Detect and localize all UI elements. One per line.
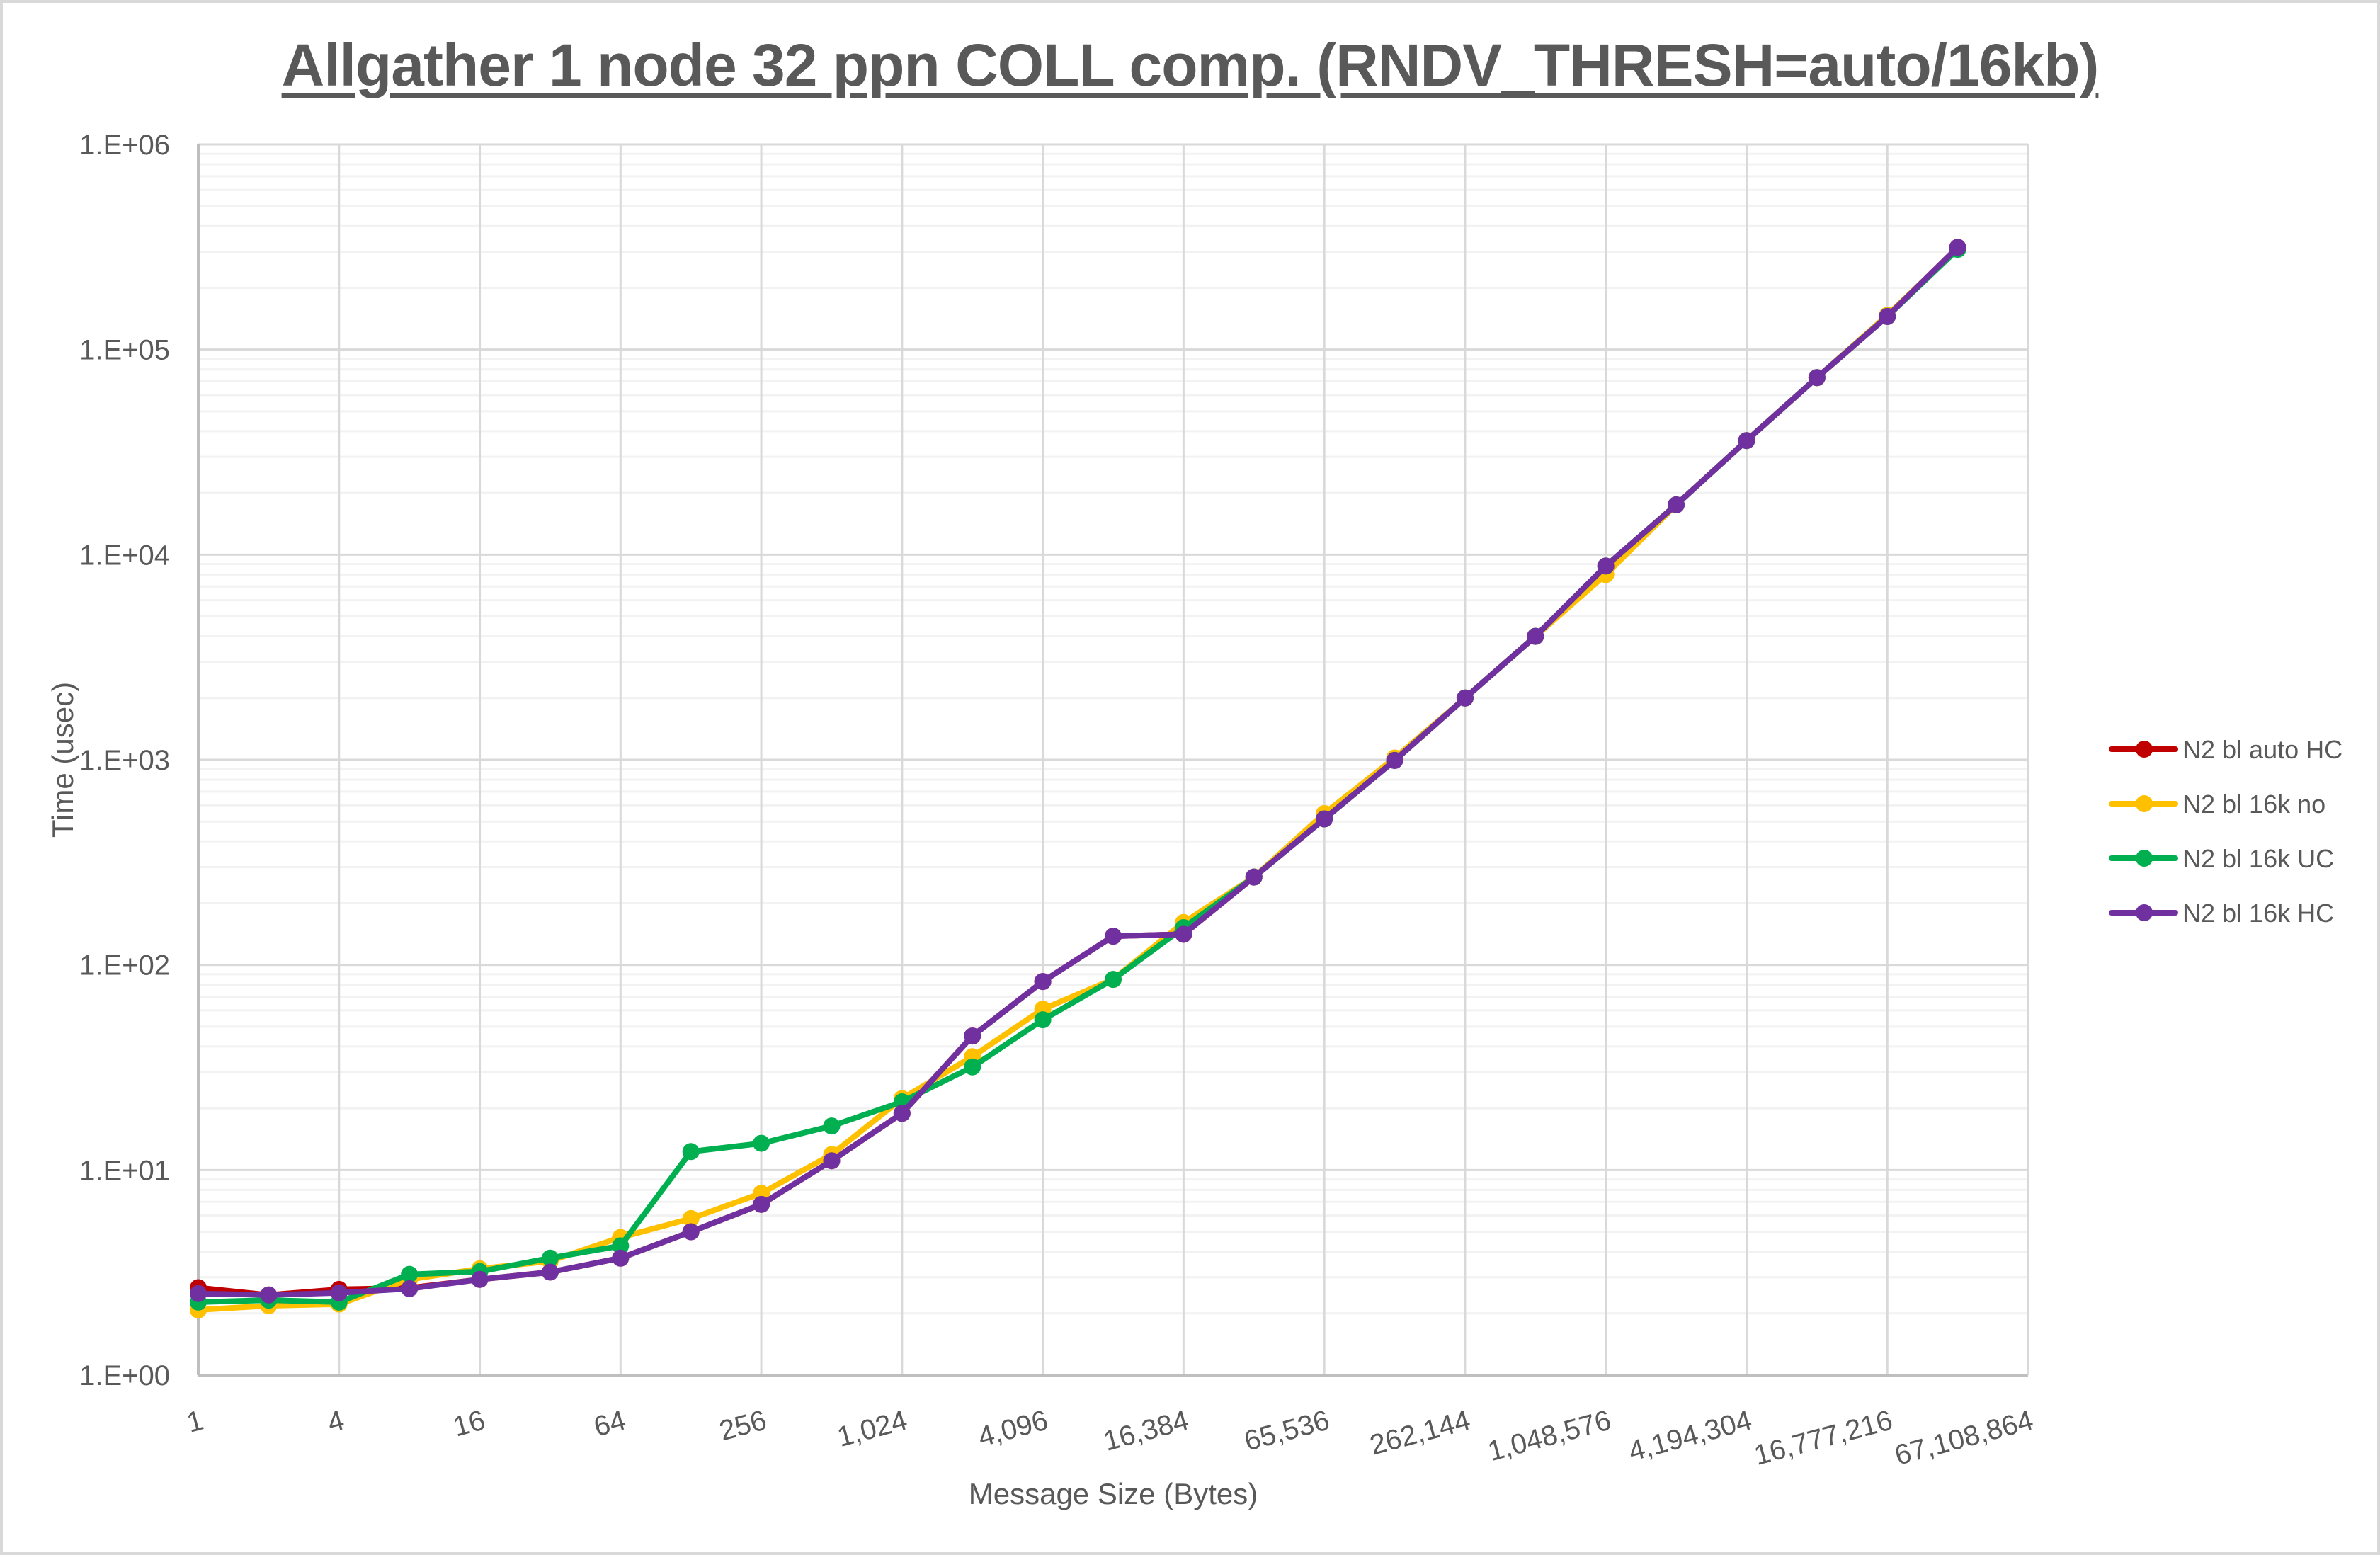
minor-gridlines	[198, 152, 2028, 1315]
series-line	[195, 244, 1961, 1298]
legend-marker-icon	[2136, 904, 2153, 921]
y-tick-label: 1.E+06	[79, 130, 170, 161]
x-tick-label: 4,194,304	[1625, 1405, 1755, 1468]
x-tick-label: 67,108,864	[1891, 1405, 2037, 1471]
y-tick-label: 1.E+02	[79, 950, 170, 981]
data-point-marker	[1879, 307, 1896, 325]
data-point-marker	[823, 1152, 841, 1170]
y-axis-tick-labels: 1.E+00 1.E+01 1.E+02 1.E+03 1.E+04 1.E+05 1.E+…	[79, 130, 170, 1391]
data-point-marker	[1949, 239, 1966, 256]
data-point-marker	[260, 1286, 278, 1304]
legend-label: N2 bl 16k HC	[2182, 899, 2334, 928]
data-point-marker	[1175, 925, 1192, 943]
data-point-marker	[1245, 868, 1263, 886]
legend-label: N2 bl 16k no	[2182, 790, 2325, 819]
data-point-marker	[682, 1223, 700, 1241]
data-point-marker	[401, 1280, 419, 1297]
data-point-marker	[541, 1249, 559, 1267]
data-point-marker	[682, 1143, 700, 1161]
data-point-marker	[1316, 810, 1333, 828]
y-tick-label: 1.E+03	[79, 745, 170, 776]
data-point-marker	[541, 1263, 559, 1281]
y-tick-label: 1.E+00	[79, 1360, 170, 1391]
y-tick-label: 1.E+05	[79, 335, 170, 366]
legend-item: N2 bl 16k UC	[2109, 844, 2334, 873]
x-tick-label: 65,536	[1241, 1405, 1333, 1457]
data-point-marker	[753, 1134, 770, 1152]
series-n2-bl-16k-uc	[190, 241, 1966, 1311]
data-point-marker	[1456, 689, 1474, 707]
y-axis-title: Time (usec)	[46, 682, 79, 838]
data-point-marker	[893, 1105, 911, 1122]
x-tick-label: 1	[183, 1405, 207, 1439]
series-n2-bl-auto-hc	[190, 239, 1966, 1304]
legend-marker-icon	[2136, 741, 2153, 758]
data-point-marker	[471, 1270, 489, 1288]
x-tick-label: 16,777,216	[1750, 1405, 1896, 1471]
x-tick-label: 1,024	[834, 1405, 911, 1453]
legend-item: N2 bl 16k HC	[2109, 899, 2334, 928]
x-tick-label: 1,048,576	[1484, 1405, 1614, 1468]
data-point-marker	[612, 1249, 630, 1267]
data-point-marker	[1105, 971, 1122, 989]
x-tick-label: 16	[450, 1405, 488, 1443]
data-point-marker	[1527, 627, 1544, 645]
x-axis-title: Message Size (Bytes)	[969, 1477, 1258, 1510]
data-point-marker	[823, 1117, 841, 1135]
series-line	[195, 246, 1961, 1305]
data-point-marker	[1386, 751, 1403, 769]
y-tick-label: 1.E+04	[79, 540, 170, 571]
legend-marker-icon	[2136, 850, 2153, 867]
data-point-marker	[1738, 432, 1755, 450]
series-line	[195, 244, 1961, 1298]
x-tick-label: 4	[324, 1405, 348, 1439]
legend-item: N2 bl 16k no	[2109, 790, 2325, 819]
legend-label: N2 bl 16k UC	[2182, 844, 2334, 873]
x-tick-label: 64	[591, 1405, 629, 1443]
data-point-marker	[401, 1265, 419, 1283]
axes	[197, 144, 2029, 1377]
legend-marker-icon	[2136, 795, 2153, 812]
data-point-marker	[1105, 928, 1122, 945]
legend-item: N2 bl auto HC	[2109, 735, 2342, 764]
x-tick-label: 262,144	[1367, 1405, 1474, 1462]
legend-label: N2 bl auto HC	[2182, 735, 2342, 764]
data-point-marker	[1808, 369, 1826, 387]
legend: N2 bl auto HC N2 bl 16k no N2 bl 16k UC N2 …	[2109, 735, 2342, 928]
x-tick-label: 16,384	[1100, 1405, 1192, 1457]
data-point-marker	[1034, 1011, 1052, 1029]
data-point-marker	[1034, 973, 1052, 991]
data-point-marker	[964, 1058, 981, 1076]
data-point-marker	[330, 1284, 348, 1301]
data-point-marker	[190, 1285, 207, 1302]
data-point-marker	[1597, 557, 1615, 575]
x-axis-tick-labels: 1 4 16 64 256 1,024 4,096 16,384 65,536 262,144 1,…	[183, 1405, 2037, 1471]
y-tick-label: 1.E+01	[79, 1155, 170, 1186]
data-point-marker	[612, 1237, 630, 1255]
data-point-marker	[682, 1209, 700, 1227]
x-tick-label: 256	[716, 1405, 770, 1447]
data-series	[190, 239, 1966, 1318]
chart-title: Allgather 1 node 32 ppn COLL comp. (RNDV…	[281, 32, 2100, 98]
data-point-marker	[964, 1027, 981, 1045]
data-point-marker	[753, 1195, 770, 1213]
x-tick-label: 4,096	[975, 1405, 1052, 1453]
data-point-marker	[1668, 496, 1685, 513]
series-n2-bl-16k-hc	[190, 239, 1966, 1304]
